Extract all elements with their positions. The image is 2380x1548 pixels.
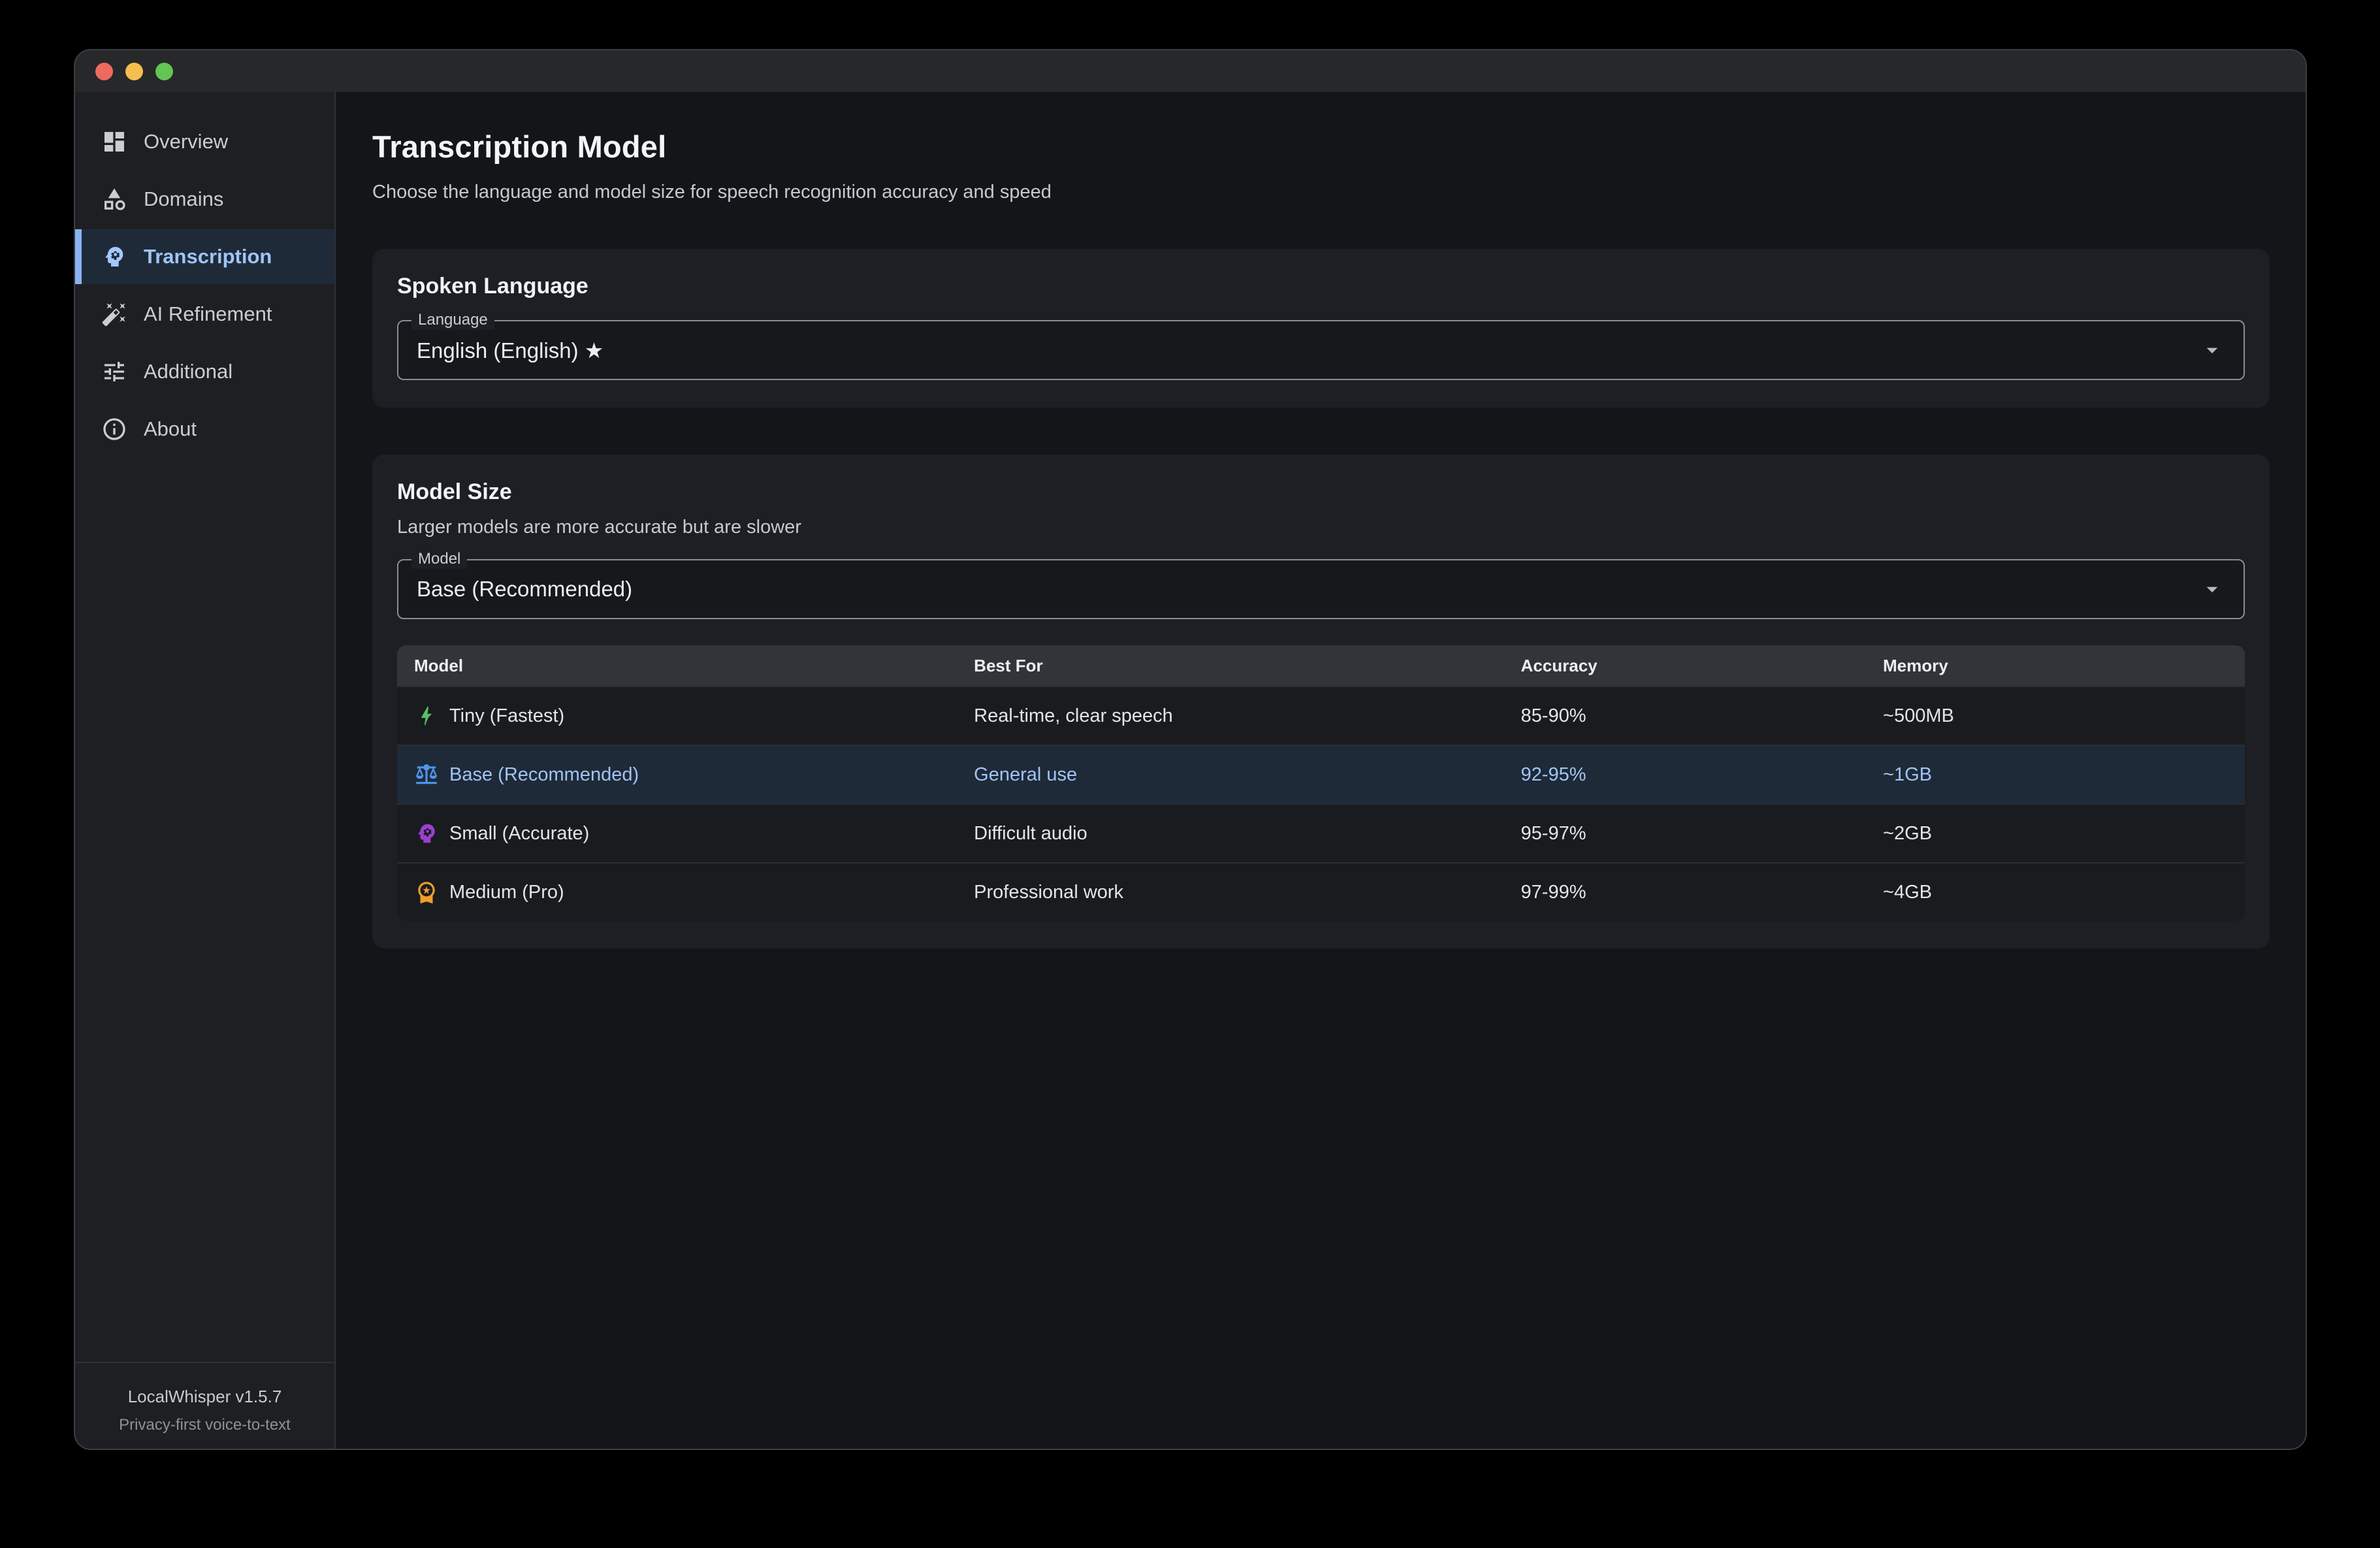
sidebar-nav: Overview Domains Transcription AI Refinemen… xyxy=(75,92,334,1362)
sidebar-item-overview[interactable]: Overview xyxy=(75,114,334,169)
model-select-value: Base (Recommended) xyxy=(417,577,633,601)
sidebar-item-label: Overview xyxy=(144,130,229,153)
minimize-window-button[interactable] xyxy=(125,62,143,80)
sidebar-item-label: Domains xyxy=(144,187,224,210)
memory-cell: ~4GB xyxy=(1883,881,1932,903)
psychology-icon xyxy=(101,244,127,270)
table-row[interactable]: Small (Accurate) Difficult audio 95-97% ~2G… xyxy=(397,803,2245,862)
table-row[interactable]: Tiny (Fastest) Real-time, clear speech 85-… xyxy=(397,686,2245,745)
model-select[interactable]: Model Base (Recommended) xyxy=(397,550,2245,619)
best-for-cell: Professional work xyxy=(974,881,1124,903)
accuracy-cell: 97-99% xyxy=(1520,881,1586,903)
medal-icon xyxy=(414,880,439,905)
spoken-language-card: Spoken Language Language English (Englis… xyxy=(372,249,2270,408)
dashboard-icon xyxy=(101,129,127,155)
zoom-window-button[interactable] xyxy=(155,62,173,80)
page-subtitle: Choose the language and model size for s… xyxy=(372,182,1052,202)
table-row[interactable]: Base (Recommended) General use 92-95% ~1GB xyxy=(397,745,2245,803)
sidebar-item-ai-refinement[interactable]: AI Refinement xyxy=(75,287,334,342)
accuracy-cell: 95-97% xyxy=(1520,822,1586,844)
best-for-cell: Real-time, clear speech xyxy=(974,705,1173,726)
sidebar-item-transcription[interactable]: Transcription xyxy=(75,229,334,284)
sidebar-item-domains[interactable]: Domains xyxy=(75,172,334,227)
model-comparison-table: Model Best For Accuracy Memory Tiny (Fas… xyxy=(397,645,2245,921)
model-name-cell: Base (Recommended) xyxy=(397,762,957,787)
bolt-icon xyxy=(414,703,439,728)
memory-cell: ~2GB xyxy=(1883,822,1932,844)
model-name-label: Medium (Pro) xyxy=(449,881,564,903)
model-size-heading: Model Size xyxy=(397,479,512,504)
column-header-best-for: Best For xyxy=(974,655,1043,675)
close-window-button[interactable] xyxy=(95,62,113,80)
table-header-row: Model Best For Accuracy Memory xyxy=(397,645,2245,686)
model-select-label: Model xyxy=(411,550,468,569)
model-name-cell: Tiny (Fastest) xyxy=(397,703,957,728)
page-title: Transcription Model xyxy=(372,129,667,164)
balance-icon xyxy=(414,762,439,787)
psychology-icon xyxy=(414,821,439,846)
language-select-label: Language xyxy=(411,311,494,330)
main-content: Transcription Model Choose the language … xyxy=(336,92,2306,1449)
sidebar-item-label: About xyxy=(144,417,197,440)
model-name-label: Tiny (Fastest) xyxy=(449,705,565,726)
model-table-body: Tiny (Fastest) Real-time, clear speech 85-… xyxy=(397,686,2245,921)
sidebar-footer: LocalWhisper v1.5.7 Privacy-first voice-… xyxy=(75,1362,334,1449)
app-version: LocalWhisper v1.5.7 xyxy=(127,1387,282,1406)
sidebar-item-label: Transcription xyxy=(144,245,272,268)
sidebar-item-label: Additional xyxy=(144,360,233,383)
language-select-value: English (English) ★ xyxy=(417,338,604,363)
app-window: Overview Domains Transcription AI Refinemen… xyxy=(74,49,2307,1450)
spoken-language-heading: Spoken Language xyxy=(397,274,588,298)
memory-cell: ~1GB xyxy=(1883,764,1932,785)
app-tagline: Privacy-first voice-to-text xyxy=(119,1416,291,1434)
shapes-icon xyxy=(101,186,127,212)
info-icon xyxy=(101,416,127,442)
chevron-down-icon xyxy=(2206,347,2218,353)
sidebar-item-additional[interactable]: Additional xyxy=(75,344,334,399)
model-name-cell: Medium (Pro) xyxy=(397,880,957,905)
model-size-subtitle: Larger models are more accurate but are … xyxy=(397,517,801,538)
accuracy-cell: 92-95% xyxy=(1520,764,1586,785)
sidebar-item-about[interactable]: About xyxy=(75,402,334,457)
best-for-cell: Difficult audio xyxy=(974,822,1087,844)
column-header-memory: Memory xyxy=(1883,655,1948,675)
memory-cell: ~500MB xyxy=(1883,705,1954,726)
model-name-label: Small (Accurate) xyxy=(449,822,590,844)
model-name-cell: Small (Accurate) xyxy=(397,821,957,846)
tune-icon xyxy=(101,359,127,385)
best-for-cell: General use xyxy=(974,764,1078,785)
accuracy-cell: 85-90% xyxy=(1520,705,1586,726)
sidebar: Overview Domains Transcription AI Refinemen… xyxy=(75,92,336,1449)
language-select[interactable]: Language English (English) ★ xyxy=(397,311,2245,380)
chevron-down-icon xyxy=(2206,587,2218,592)
column-header-accuracy: Accuracy xyxy=(1520,655,1598,675)
model-size-card: Model Size Larger models are more accura… xyxy=(372,455,2270,948)
column-header-model: Model xyxy=(414,655,464,675)
magic-wand-icon xyxy=(101,301,127,327)
window-titlebar[interactable] xyxy=(75,50,2306,92)
table-row[interactable]: Medium (Pro) Professional work 97-99% ~4GB xyxy=(397,862,2245,921)
model-name-label: Base (Recommended) xyxy=(449,764,639,785)
sidebar-item-label: AI Refinement xyxy=(144,302,272,325)
